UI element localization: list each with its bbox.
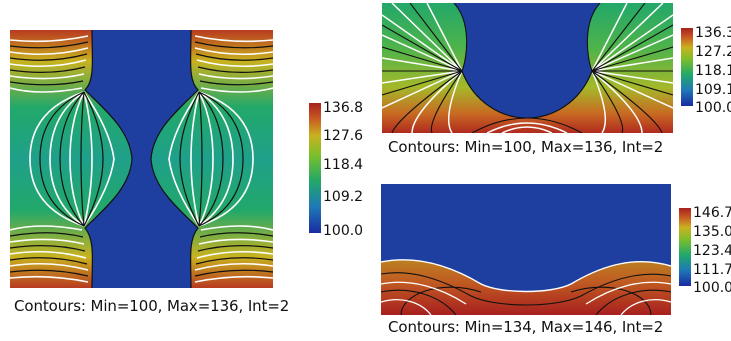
bottom-right-colorbar	[679, 208, 691, 286]
left-colorbar-tick: 136.8	[323, 100, 364, 116]
bottom-right-colorbar-tick: 146.7	[693, 205, 731, 221]
black-contours-left	[10, 30, 133, 288]
left-colorbar-tick: 109.2	[323, 189, 364, 205]
bottom-right-colorbar-tick: 100.0	[693, 280, 731, 296]
bottom-right-caption: Contours: Min=134, Max=146, Int=2	[388, 318, 664, 336]
left-caption: Contours: Min=100, Max=136, Int=2	[14, 297, 290, 315]
left-colorbar-tick: 100.0	[323, 223, 364, 239]
top-right-colorbar-tick: 100.0	[695, 100, 731, 116]
left-colorbar-tick: 118.4	[323, 157, 364, 173]
top-right-colorbar-tick: 127.2	[695, 44, 731, 60]
left-contour-plot	[10, 30, 273, 288]
bottom-right-colorbar-tick: 135.0	[693, 224, 731, 240]
bottom-right-colorbar-tick: 123.4	[693, 243, 731, 259]
bottom-right-contour-plot	[381, 184, 671, 315]
white-contours-left	[10, 35, 115, 283]
blue-region	[381, 184, 671, 292]
top-right-colorbar-tick: 118.1	[695, 63, 731, 79]
top-right-colorbar-tick: 136.3	[695, 25, 731, 41]
top-right-contour-plot	[382, 3, 673, 133]
bottom-right-colorbar-tick: 111.7	[693, 262, 731, 278]
top-right-colorbar-tick: 109.1	[695, 82, 731, 98]
top-right-caption: Contours: Min=100, Max=136, Int=2	[388, 138, 664, 156]
blue-region	[85, 30, 198, 288]
left-colorbar-tick: 127.6	[323, 128, 364, 144]
top-right-colorbar	[681, 28, 693, 106]
left-colorbar	[309, 103, 321, 233]
blue-region	[454, 3, 600, 118]
